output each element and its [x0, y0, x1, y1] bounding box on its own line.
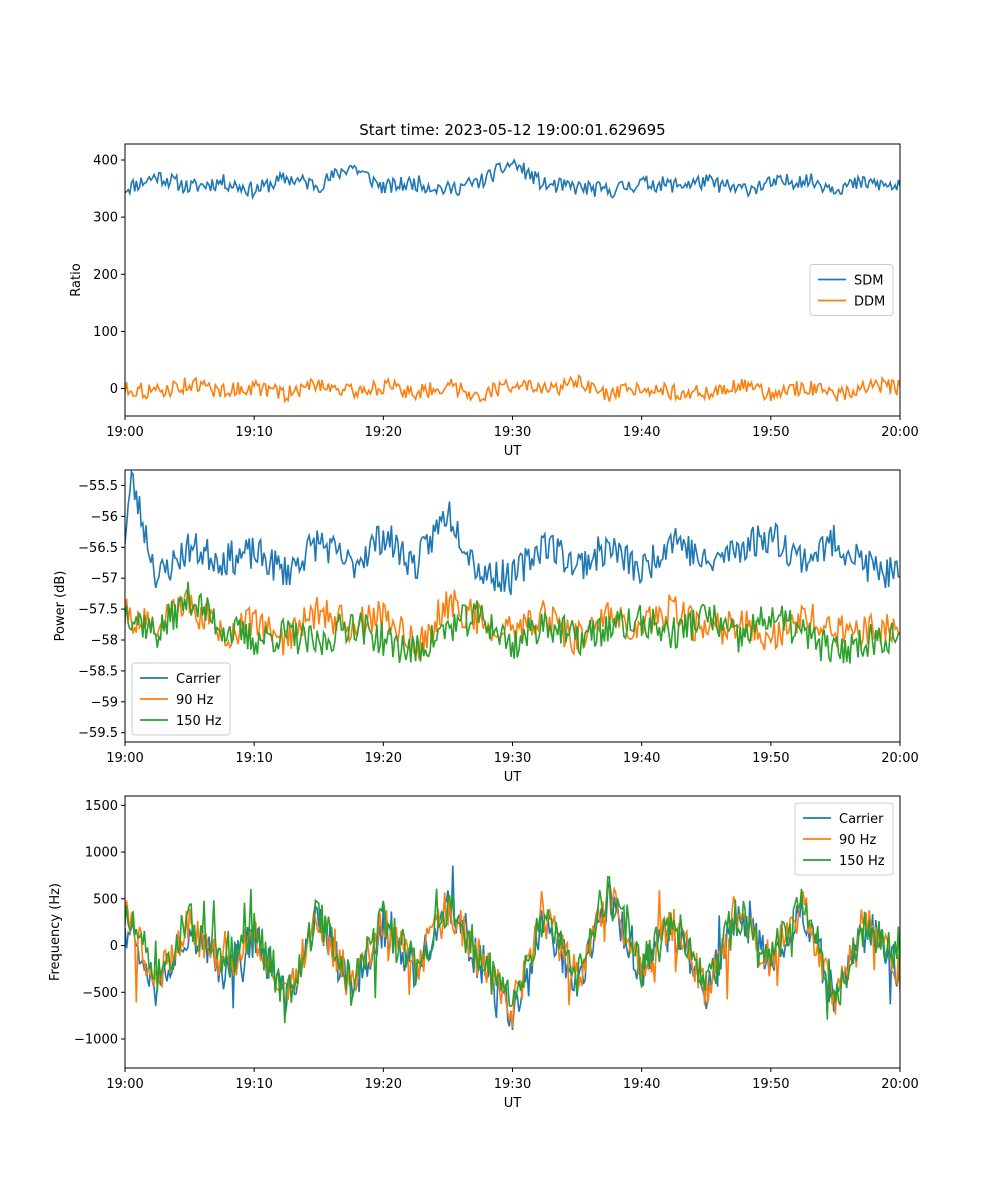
x-tick-label: 20:00	[881, 751, 918, 766]
y-tick-label: −57.5	[78, 603, 118, 618]
series-line-90-hz	[125, 585, 900, 660]
legend-label: 150 Hz	[176, 714, 222, 729]
y-tick-label: 0	[110, 382, 118, 397]
x-tick-label: 19:10	[235, 751, 272, 766]
legend-label: SDM	[854, 274, 883, 289]
y-tick-label: 1500	[85, 799, 118, 814]
y-tick-label: 500	[93, 892, 118, 907]
x-tick-label: 19:20	[365, 751, 402, 766]
series-line-sdm	[125, 157, 900, 201]
x-tick-label: 19:30	[494, 751, 531, 766]
legend-box	[131, 662, 231, 736]
series-line-carrier	[125, 470, 900, 596]
legend-label: 150 Hz	[839, 854, 885, 869]
chart-panel-3: 19:00 19:10 19:20 19:30 19:40 19:50 20:00 1500 1…	[48, 795, 919, 1111]
legend: Carrier 90 Hz 150 Hz	[794, 802, 894, 876]
x-tick-label: 19:20	[365, 425, 402, 440]
y-tick-label: −55.5	[78, 479, 118, 494]
x-axis-label: UT	[504, 770, 522, 785]
x-tick-label: 19:50	[752, 751, 789, 766]
y-axis-label: Ratio	[69, 263, 84, 296]
x-tick-label: 19:40	[623, 1077, 660, 1092]
x-tick-label: 19:20	[365, 1077, 402, 1092]
chart-title: Start time: 2023-05-12 19:00:01.629695	[359, 121, 665, 139]
legend-label: Carrier	[176, 672, 221, 687]
y-tick-label: −59	[91, 695, 118, 710]
legend-label: 90 Hz	[839, 833, 876, 848]
x-tick-label: 20:00	[881, 425, 918, 440]
y-tick-label: 1000	[85, 846, 118, 861]
series-line-150-hz	[125, 581, 900, 664]
y-tick-label: −56	[91, 510, 118, 525]
x-tick-label: 19:10	[235, 1077, 272, 1092]
x-tick-label: 19:00	[106, 751, 143, 766]
legend-label: Carrier	[839, 812, 884, 827]
x-tick-label: 20:00	[881, 1077, 918, 1092]
legend-box	[809, 264, 894, 316]
legend-label: 90 Hz	[176, 693, 213, 708]
y-tick-label: −58	[91, 634, 118, 649]
x-tick-label: 19:40	[623, 751, 660, 766]
y-tick-label: −500	[82, 986, 118, 1001]
y-tick-label: −56.5	[78, 541, 118, 556]
y-tick-label: 300	[93, 211, 118, 226]
series-line-ddm	[125, 374, 900, 404]
legend-box	[794, 802, 894, 876]
y-axis-label: Frequency (Hz)	[48, 883, 63, 981]
x-tick-label: 19:00	[106, 1077, 143, 1092]
y-tick-label: −1000	[74, 1033, 118, 1048]
x-tick-label: 19:50	[752, 1077, 789, 1092]
x-tick-label: 19:30	[494, 1077, 531, 1092]
y-tick-label: 400	[93, 154, 118, 169]
x-tick-label: 19:00	[106, 425, 143, 440]
y-tick-label: 0	[110, 939, 118, 954]
x-axis-label: UT	[504, 444, 522, 459]
legend: Carrier 90 Hz 150 Hz	[131, 662, 231, 736]
y-tick-label: −59.5	[78, 726, 118, 741]
series-line-150-hz	[125, 876, 900, 1024]
y-tick-label: −58.5	[78, 664, 118, 679]
y-tick-label: −57	[91, 572, 118, 587]
x-tick-label: 19:10	[235, 425, 272, 440]
y-tick-label: 200	[93, 268, 118, 283]
legend-label: DDM	[854, 295, 885, 310]
y-axis-label: Power (dB)	[53, 571, 68, 642]
plot-frame	[124, 469, 901, 743]
x-axis-label: UT	[504, 1096, 522, 1111]
y-tick-label: 100	[93, 325, 118, 340]
series-line-90-hz	[125, 884, 900, 1028]
x-tick-label: 19:50	[752, 425, 789, 440]
x-tick-label: 19:40	[623, 425, 660, 440]
chart-panel-2: 19:00 19:10 19:20 19:30 19:40 19:50 20:00 −55.5…	[53, 469, 919, 785]
chart-panel-1: 19:00 19:10 19:20 19:30 19:40 19:50 20:00 0 100 2…	[69, 121, 919, 459]
x-tick-label: 19:30	[494, 425, 531, 440]
legend: SDM DDM	[809, 264, 894, 316]
